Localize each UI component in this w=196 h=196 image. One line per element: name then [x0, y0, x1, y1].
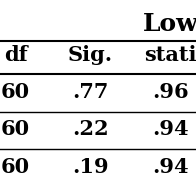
Text: Sig.: Sig. [68, 45, 113, 65]
Text: 60: 60 [1, 82, 30, 102]
Text: .77: .77 [72, 82, 108, 102]
Text: .22: .22 [72, 119, 108, 139]
Text: .19: .19 [72, 157, 108, 177]
Text: stati: stati [144, 45, 196, 65]
Text: 60: 60 [1, 157, 30, 177]
Text: df: df [4, 45, 27, 65]
Text: .94: .94 [152, 157, 189, 177]
Text: .94: .94 [152, 119, 189, 139]
Text: .96: .96 [152, 82, 189, 102]
Text: 60: 60 [1, 119, 30, 139]
Text: Low: Low [143, 12, 196, 35]
